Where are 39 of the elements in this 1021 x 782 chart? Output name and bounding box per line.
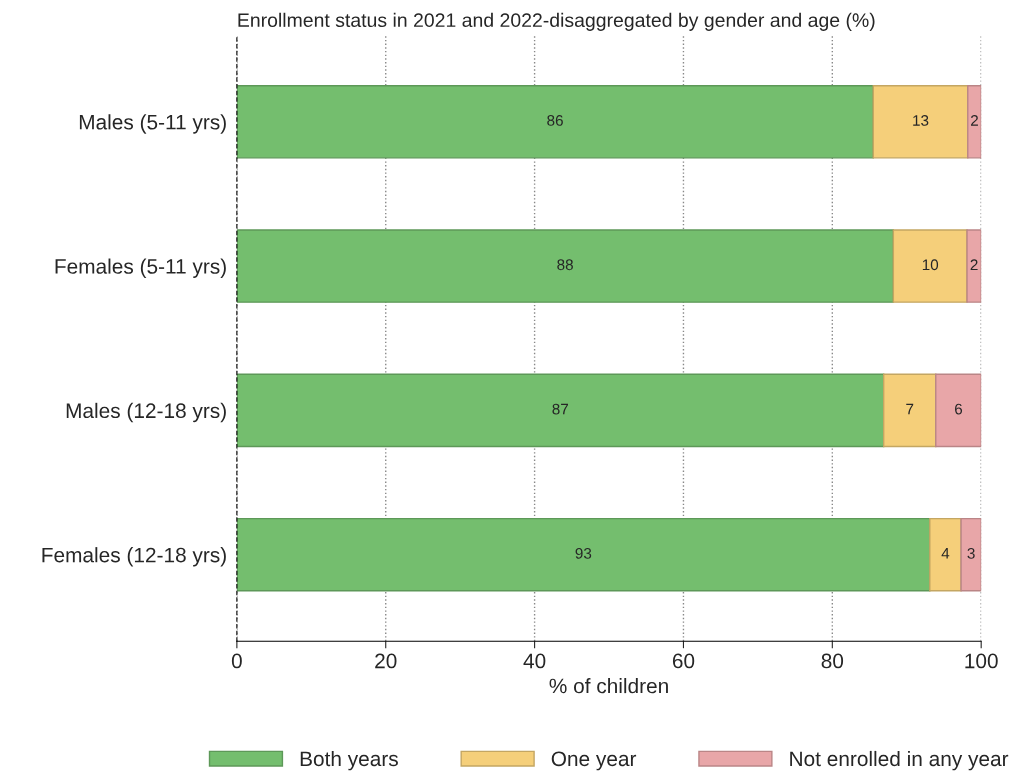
bar xyxy=(929,517,962,592)
x-tick-label: 100 xyxy=(965,653,998,669)
x-tick-label: 0 xyxy=(231,653,242,669)
bar xyxy=(236,229,895,303)
y-tick-label: Males (5-11 yrs) xyxy=(79,114,226,134)
bar xyxy=(236,84,874,159)
data-label: 3 xyxy=(967,547,975,559)
x-tick-label: 60 xyxy=(672,653,695,669)
data-label: 4 xyxy=(941,548,950,559)
data-label: 2 xyxy=(970,259,978,271)
x-tick-label: 80 xyxy=(821,653,844,669)
bar xyxy=(966,229,982,303)
x-tick-label: 40 xyxy=(523,653,546,669)
bar xyxy=(882,373,937,448)
data-label: 88 xyxy=(557,259,573,271)
bar xyxy=(935,373,982,448)
data-label: 7 xyxy=(906,403,914,415)
data-label: 10 xyxy=(922,259,939,271)
data-label: 86 xyxy=(547,115,563,126)
legend-label: One year xyxy=(551,751,637,771)
chart-title: Enrollment status in 2021 and 2022-disaggregated by gender and age (%) xyxy=(238,12,875,31)
data-label: 2 xyxy=(971,115,978,126)
legend-label: Not enrolled in any year xyxy=(790,750,1009,771)
y-tick-label: Males (12-18 yrs) xyxy=(66,402,226,423)
legend-label: Both years xyxy=(300,750,398,771)
bar xyxy=(872,84,969,159)
x-axis-title: % of children xyxy=(549,678,668,694)
y-tick-label: Females (5-11 yrs) xyxy=(55,258,226,278)
bar xyxy=(892,229,968,303)
bar xyxy=(960,517,982,592)
data-label: 93 xyxy=(575,547,592,559)
bar xyxy=(236,517,931,592)
x-tick-label: 20 xyxy=(375,653,397,669)
bar xyxy=(967,84,982,159)
data-label: 87 xyxy=(552,403,568,415)
bar xyxy=(236,373,885,448)
data-label: 13 xyxy=(913,115,929,126)
y-tick-label: Females (12-18 yrs) xyxy=(42,547,226,567)
data-label: 6 xyxy=(955,403,963,415)
